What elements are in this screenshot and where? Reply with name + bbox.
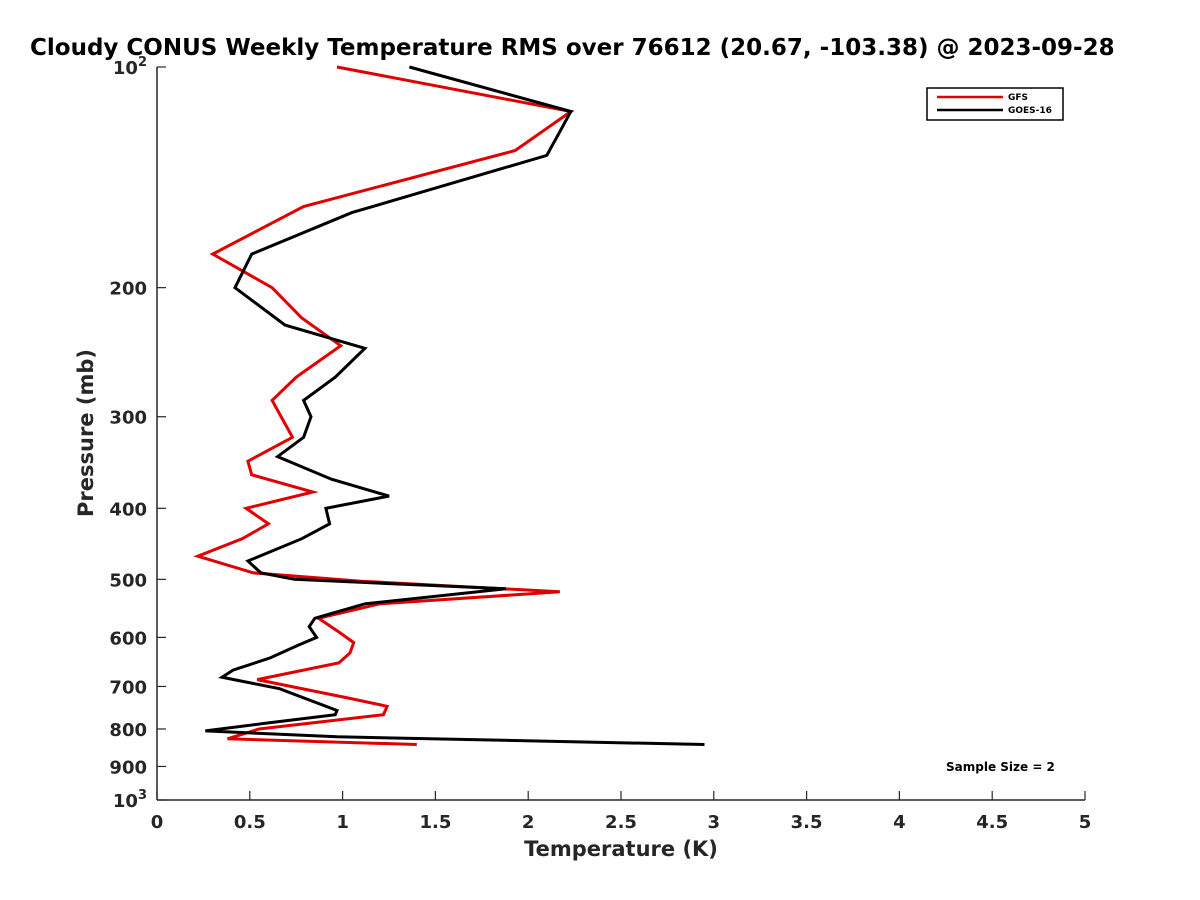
x-axis-label: Temperature (K) [524,837,718,861]
x-tick-label: 2 [522,812,535,833]
series-layer [193,65,705,746]
x-tick-label: 1.5 [419,812,451,833]
y-axis-label: Pressure (mb) [74,349,98,517]
x-tick-label: 1 [336,812,349,833]
x-tick-label: 4.5 [976,812,1008,833]
y-tick-label: 900 [109,757,147,778]
y-tick-label-power: 103 [113,788,147,812]
y-tick-label-power: 102 [113,55,147,79]
y-tick-label: 700 [109,677,147,698]
sample-size-annotation: Sample Size = 2 [946,760,1055,774]
y-tick-label: 800 [109,720,147,741]
y-tick-label: 500 [109,570,147,591]
y-tick-label: 400 [109,499,147,520]
x-tick-label: 2.5 [605,812,637,833]
x-tick-label: 3 [708,812,721,833]
y-tick-label: 300 [109,408,147,429]
x-tick-label: 0 [151,812,164,833]
legend-label-gfs: GFS [1008,93,1028,103]
y-tick-label: 600 [109,628,147,649]
legend: GFS GOES-16 [926,87,1064,121]
legend-box [926,87,1064,121]
y-ticks: 200 300 400 500 600 700 800 900 102 103 [109,55,166,812]
axes [156,67,1085,801]
series-line-goes16 [205,65,705,746]
x-tick-label: 3.5 [791,812,823,833]
y-tick-label: 200 [109,279,147,300]
x-ticks: 0 0.5 1 1.5 2 2.5 3 3.5 4 4.5 5 [151,791,1092,833]
x-tick-label: 5 [1079,812,1092,833]
legend-label-goes16: GOES-16 [1008,106,1052,116]
x-tick-label: 4 [893,812,906,833]
series-line-gfs [193,65,575,746]
x-tick-label: 0.5 [234,812,266,833]
chart-title: Cloudy CONUS Weekly Temperature RMS over… [30,35,1115,61]
